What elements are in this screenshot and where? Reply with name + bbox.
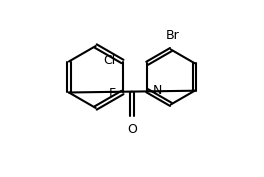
- Text: Cl: Cl: [103, 54, 115, 67]
- Text: F: F: [109, 87, 116, 100]
- Text: O: O: [127, 123, 137, 136]
- Text: Br: Br: [166, 30, 180, 42]
- Text: N: N: [153, 84, 162, 97]
